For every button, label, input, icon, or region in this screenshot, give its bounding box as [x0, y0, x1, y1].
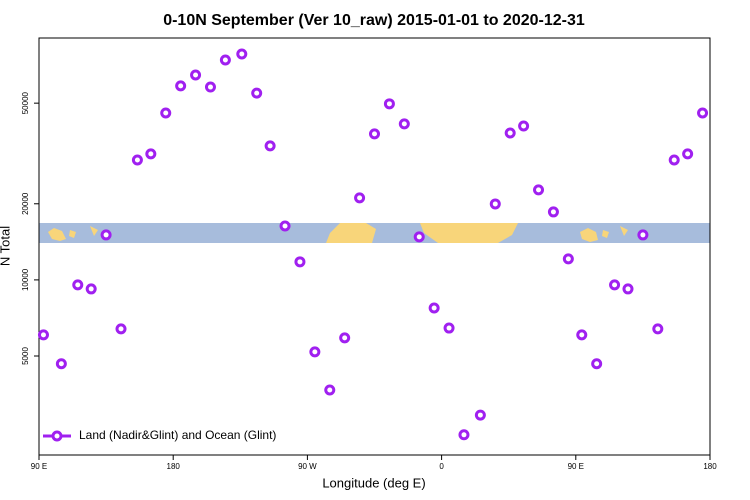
data-point: [190, 69, 202, 81]
data-point: [443, 322, 455, 334]
data-point: [609, 279, 621, 291]
data-point: [504, 127, 516, 139]
data-point: [369, 128, 380, 140]
data-point: [219, 54, 231, 66]
data-point: [131, 154, 143, 166]
data-point: [145, 148, 157, 160]
legend-label: Land (Nadir&Glint) and Ocean (Glint): [79, 428, 276, 442]
chart-title: 0-10N September (Ver 10_raw) 2015-01-01 …: [163, 12, 585, 29]
x-tick-label: 180: [167, 462, 181, 471]
data-point: [682, 148, 694, 160]
data-point: [309, 346, 321, 358]
plot-frame: [38, 37, 711, 456]
data-point: [115, 323, 127, 335]
y-axis-label: N Total: [0, 226, 12, 266]
data-point: [668, 154, 680, 166]
data-point: [458, 429, 470, 441]
data-point: [428, 302, 440, 314]
y-tick-label: 5000: [21, 347, 30, 365]
data-point: [622, 283, 634, 295]
x-tick-label: 180: [703, 462, 717, 471]
data-point: [637, 229, 649, 241]
data-point: [37, 329, 49, 341]
map-strip: [39, 223, 710, 243]
y-tick-label: 50000: [21, 91, 30, 114]
data-point: [85, 283, 97, 295]
data-point: [236, 48, 248, 60]
data-point: [339, 332, 351, 344]
data-point: [383, 98, 395, 110]
data-point: [547, 206, 559, 218]
data-point: [160, 107, 172, 119]
data-point: [474, 409, 486, 421]
data-point: [279, 220, 291, 232]
data-point: [533, 184, 545, 196]
data-point: [489, 198, 501, 210]
data-point: [294, 256, 306, 268]
data-point: [264, 140, 276, 152]
data-point: [562, 253, 574, 265]
data-point: [652, 323, 664, 335]
x-tick-label: 90 W: [298, 462, 317, 471]
data-point: [354, 192, 366, 204]
y-tick-label: 20000: [21, 192, 30, 215]
x-axis-label: Longitude (deg E): [322, 475, 425, 490]
y-tick-label: 10000: [21, 268, 30, 291]
legend-marker: [51, 430, 63, 442]
x-tick-label: 90 E: [568, 462, 584, 471]
data-point: [591, 358, 603, 370]
data-point: [251, 87, 263, 99]
data-point: [204, 81, 216, 93]
data-point: [100, 229, 112, 241]
data-point: [697, 107, 709, 119]
data-point: [413, 231, 425, 243]
data-point: [576, 329, 588, 341]
data-point: [175, 80, 187, 92]
data-point: [398, 118, 410, 130]
data-point: [72, 279, 84, 291]
x-tick-label: 90 E: [31, 462, 47, 471]
data-point: [518, 120, 530, 132]
x-tick-label: 0: [439, 462, 444, 471]
data-point: [55, 358, 67, 370]
data-point: [324, 384, 336, 396]
